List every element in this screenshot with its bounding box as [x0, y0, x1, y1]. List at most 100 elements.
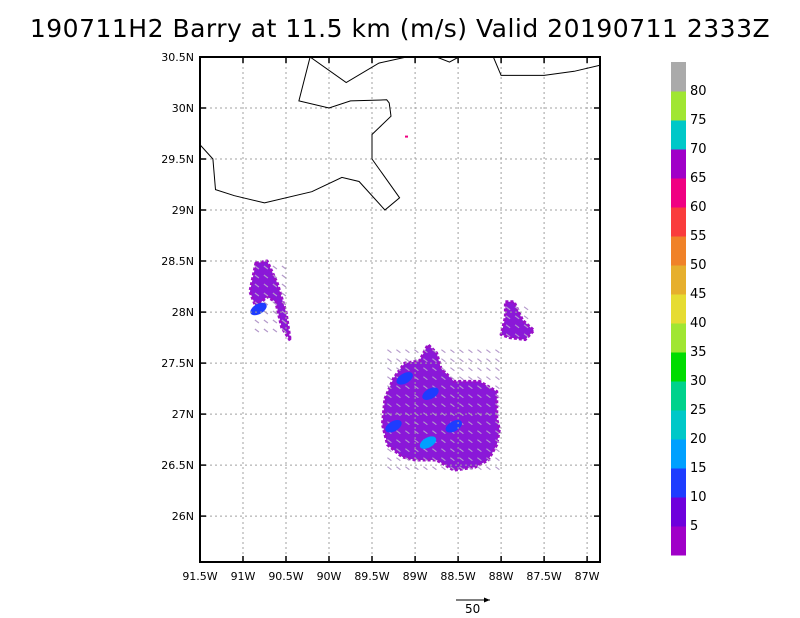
wind-vector-mark — [514, 306, 520, 311]
wind-vector-mark — [459, 457, 464, 462]
wind-vector-mark — [495, 367, 500, 372]
wind-vector-mark — [405, 394, 410, 399]
wind-vector-mark — [254, 328, 260, 333]
wind-vector-mark — [281, 292, 287, 297]
wind-vector-mark — [405, 349, 410, 354]
colorbar-box — [671, 294, 686, 324]
wind-vector-mark — [477, 394, 482, 399]
wind-vector-mark — [477, 448, 482, 453]
wind-vector-mark — [263, 301, 269, 306]
wind-vector-mark — [414, 349, 419, 354]
wind-vector-mark — [387, 394, 392, 399]
wind-vector-mark — [414, 385, 419, 390]
colorbar-label: 50 — [690, 258, 707, 273]
wind-vector-mark — [441, 466, 446, 471]
wind-vector-mark — [477, 376, 482, 381]
wind-vector-mark — [432, 430, 437, 435]
wind-vector-mark — [396, 403, 401, 408]
high-speed-patch — [419, 436, 437, 449]
colorbar-box — [671, 468, 686, 498]
wind-vector-mark — [486, 403, 491, 408]
wind-vector-mark — [432, 448, 437, 453]
wind-vector-mark — [495, 394, 500, 399]
wind-vector-mark — [263, 274, 269, 279]
wind-vector-mark — [441, 394, 446, 399]
wind-vector-mark — [495, 376, 500, 381]
wind-vector-mark — [459, 430, 464, 435]
wind-vector-mark — [495, 466, 500, 471]
wind-vector-mark — [441, 457, 446, 462]
wind-vector-mark — [505, 333, 511, 338]
y-tick-label: 27N — [172, 408, 194, 421]
wind-vector-mark — [450, 349, 455, 354]
colorbar-box — [671, 62, 686, 92]
wind-vector-mark — [468, 367, 473, 372]
wind-vector-mark — [477, 457, 482, 462]
wind-vector-mark — [450, 448, 455, 453]
wind-vector-mark — [495, 403, 500, 408]
wind-vector-mark — [387, 358, 392, 363]
y-tick-label: 27.5N — [161, 357, 194, 370]
wind-vector-mark — [396, 430, 401, 435]
wind-vector-mark — [281, 301, 287, 306]
wind-vector-mark — [387, 448, 392, 453]
wind-vector-mark — [432, 376, 437, 381]
wind-vector-mark — [468, 358, 473, 363]
wind-vector-mark — [396, 439, 401, 444]
wind-vector-mark — [486, 448, 491, 453]
wind-vector-mark — [495, 412, 500, 417]
wind-vector-mark — [450, 367, 455, 372]
x-tick-label: 88W — [489, 570, 514, 583]
wind-vector-mark — [477, 421, 482, 426]
colorbar-box — [671, 323, 686, 353]
y-tick-label: 29.5N — [161, 153, 194, 166]
wind-vector-mark — [459, 466, 464, 471]
wind-vector-mark — [468, 394, 473, 399]
colorbar: 5 10 15 20 25 30 35 40 45 50 55 60 65 70 75 80 — [671, 62, 707, 556]
wind-vector-mark — [495, 385, 500, 390]
wind-vector-mark — [459, 349, 464, 354]
wind-vector-mark — [505, 324, 511, 329]
wind-vector-mark — [468, 430, 473, 435]
wind-vector-mark — [441, 376, 446, 381]
wind-vector-mark — [281, 274, 287, 279]
wind-vector-mark — [281, 328, 287, 333]
x-tick-label: 89.5W — [354, 570, 389, 583]
wind-vector-mark — [414, 448, 419, 453]
wind-vector-mark — [272, 265, 278, 270]
wind-vector-mark — [477, 439, 482, 444]
x-tick-label: 91.5W — [182, 570, 217, 583]
wind-vector-mark — [396, 385, 401, 390]
x-tick-label: 90W — [317, 570, 342, 583]
wind-vector-mark — [414, 439, 419, 444]
y-tick-label: 26.5N — [161, 459, 194, 472]
colorbar-box — [671, 236, 686, 266]
wind-vector-mark — [441, 430, 446, 435]
wind-vector-mark — [486, 457, 491, 462]
wind-vector-mark — [468, 439, 473, 444]
x-tick-label: 87.5W — [526, 570, 561, 583]
wind-vector-mark — [396, 358, 401, 363]
wind-vector-mark — [514, 333, 520, 338]
plot-frame — [199, 56, 601, 563]
wind-vector-mark — [254, 274, 260, 279]
x-tick-label: 90.5W — [268, 570, 303, 583]
wind-vector-mark — [423, 466, 428, 471]
wind-vector-mark — [477, 358, 482, 363]
wind-vector-mark — [477, 466, 482, 471]
wind-vector-mark — [459, 376, 464, 381]
wind-vector-mark — [263, 328, 269, 333]
wind-vector-mark — [468, 448, 473, 453]
wind-vector-mark — [459, 385, 464, 390]
wind-vector-mark — [450, 385, 455, 390]
wind-vector-mark — [423, 448, 428, 453]
wind-vector-mark — [405, 430, 410, 435]
wind-vector-mark — [387, 466, 392, 471]
colorbar-label: 20 — [690, 432, 707, 447]
x-tick-label: 89W — [403, 570, 428, 583]
colorbar-label: 5 — [690, 519, 698, 534]
wind-vector-mark — [477, 412, 482, 417]
wind-vector-mark — [450, 439, 455, 444]
wind-vector-mark — [414, 403, 419, 408]
